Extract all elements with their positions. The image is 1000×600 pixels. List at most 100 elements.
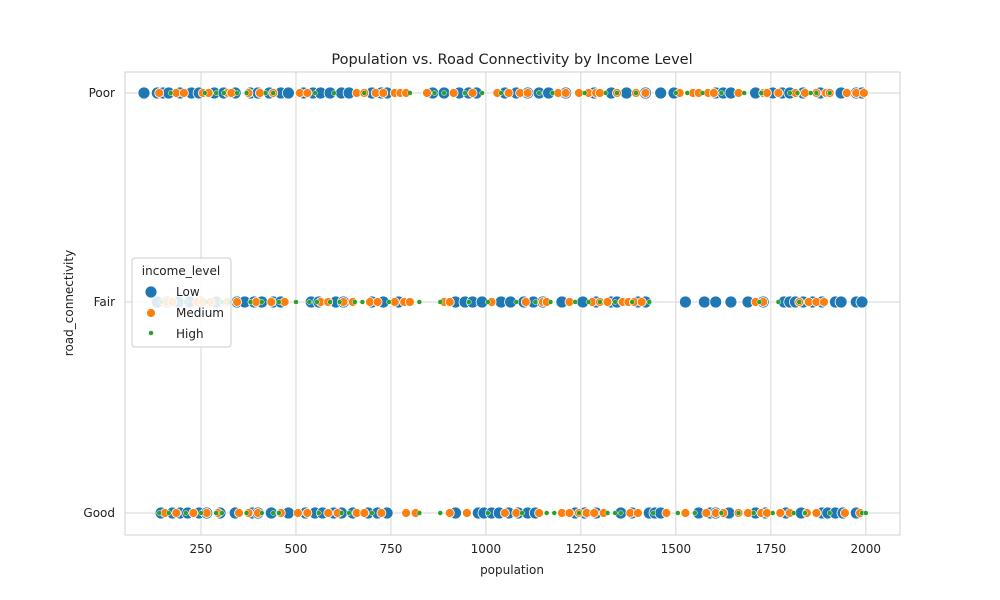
x-tick-labels: 250 500 750 1000 1250 1500 1750 2000 bbox=[190, 542, 882, 556]
point-medium bbox=[773, 88, 784, 98]
point-high bbox=[813, 90, 820, 96]
point-high bbox=[807, 90, 814, 96]
point-high bbox=[498, 90, 504, 96]
point-high bbox=[675, 510, 681, 516]
point-high bbox=[673, 90, 679, 96]
point-high bbox=[581, 90, 588, 96]
point-medium bbox=[188, 508, 199, 518]
x-axis-label: population bbox=[480, 563, 544, 577]
point-high bbox=[331, 90, 337, 96]
point-high bbox=[549, 90, 556, 96]
point-medium bbox=[589, 508, 600, 518]
point-high bbox=[796, 299, 803, 305]
point-high bbox=[183, 510, 189, 516]
point-high bbox=[198, 510, 204, 516]
point-high bbox=[826, 510, 833, 516]
y-axis-label: road_connectivity bbox=[62, 250, 76, 356]
x-tick-label: 250 bbox=[190, 542, 213, 556]
point-medium bbox=[359, 508, 370, 518]
point-medium bbox=[372, 297, 383, 307]
legend-label-medium: Medium bbox=[176, 306, 224, 320]
point-high bbox=[316, 510, 322, 516]
point-high bbox=[466, 299, 472, 305]
point-high bbox=[646, 299, 653, 305]
point-high bbox=[336, 299, 343, 305]
point-medium bbox=[232, 297, 243, 307]
point-high bbox=[650, 510, 656, 516]
point-medium bbox=[636, 297, 647, 307]
point-low bbox=[709, 295, 723, 309]
point-low bbox=[281, 86, 295, 100]
x-tick-label: 1500 bbox=[661, 542, 692, 556]
point-high bbox=[416, 299, 423, 305]
point-high bbox=[202, 90, 208, 96]
point-low bbox=[679, 295, 692, 309]
point-high bbox=[718, 90, 725, 96]
point-high bbox=[543, 510, 550, 516]
point-high bbox=[750, 510, 757, 516]
point-high bbox=[259, 299, 265, 305]
y-tick-label: Good bbox=[83, 506, 115, 520]
point-high bbox=[234, 90, 240, 96]
point-medium bbox=[422, 88, 432, 98]
point-high bbox=[437, 510, 444, 516]
point-high bbox=[536, 90, 542, 96]
point-high bbox=[338, 510, 345, 516]
point-high bbox=[431, 90, 438, 96]
point-high bbox=[213, 510, 219, 516]
point-high bbox=[604, 510, 611, 516]
point-high bbox=[576, 510, 582, 516]
point-medium bbox=[401, 508, 412, 518]
point-high bbox=[612, 299, 618, 305]
point-medium bbox=[661, 508, 672, 518]
point-medium bbox=[292, 508, 303, 518]
point-medium bbox=[444, 297, 455, 307]
point-high bbox=[259, 510, 265, 516]
point-high bbox=[156, 510, 162, 516]
point-high bbox=[629, 299, 635, 305]
x-tick-label: 1750 bbox=[756, 542, 787, 556]
point-medium bbox=[448, 88, 459, 98]
point-high bbox=[352, 299, 358, 305]
x-tick-label: 1000 bbox=[471, 542, 502, 556]
point-medium bbox=[499, 508, 510, 518]
point-high bbox=[416, 510, 423, 516]
point-medium bbox=[323, 508, 334, 518]
point-low bbox=[620, 86, 633, 100]
point-high bbox=[684, 90, 691, 96]
point-high bbox=[699, 90, 706, 96]
point-low bbox=[137, 86, 151, 100]
point-medium bbox=[859, 88, 869, 98]
legend-title: income_level bbox=[142, 264, 221, 278]
point-high bbox=[369, 510, 375, 516]
point-high bbox=[346, 510, 352, 516]
point-medium bbox=[503, 88, 514, 98]
x-tick-label: 750 bbox=[379, 542, 402, 556]
point-high bbox=[802, 510, 808, 516]
point-high bbox=[519, 510, 525, 516]
point-high bbox=[276, 299, 282, 305]
point-high bbox=[314, 299, 320, 305]
point-high bbox=[585, 299, 592, 305]
point-medium bbox=[154, 88, 165, 98]
point-high bbox=[462, 90, 468, 96]
point-high bbox=[243, 510, 250, 516]
point-medium bbox=[560, 88, 571, 98]
legend-marker-low bbox=[144, 285, 158, 299]
point-medium bbox=[701, 508, 712, 518]
point-medium bbox=[633, 508, 643, 518]
point-high bbox=[165, 510, 172, 516]
point-high bbox=[572, 299, 578, 305]
point-medium bbox=[819, 297, 829, 307]
point-high bbox=[407, 90, 413, 96]
point-high bbox=[306, 299, 313, 305]
point-medium bbox=[234, 508, 244, 518]
point-medium bbox=[841, 88, 852, 98]
point-high bbox=[485, 510, 491, 516]
point-high bbox=[247, 299, 254, 305]
legend-label-high: High bbox=[176, 327, 204, 341]
point-medium bbox=[602, 297, 613, 307]
point-high bbox=[718, 510, 725, 516]
point-medium bbox=[775, 508, 786, 518]
